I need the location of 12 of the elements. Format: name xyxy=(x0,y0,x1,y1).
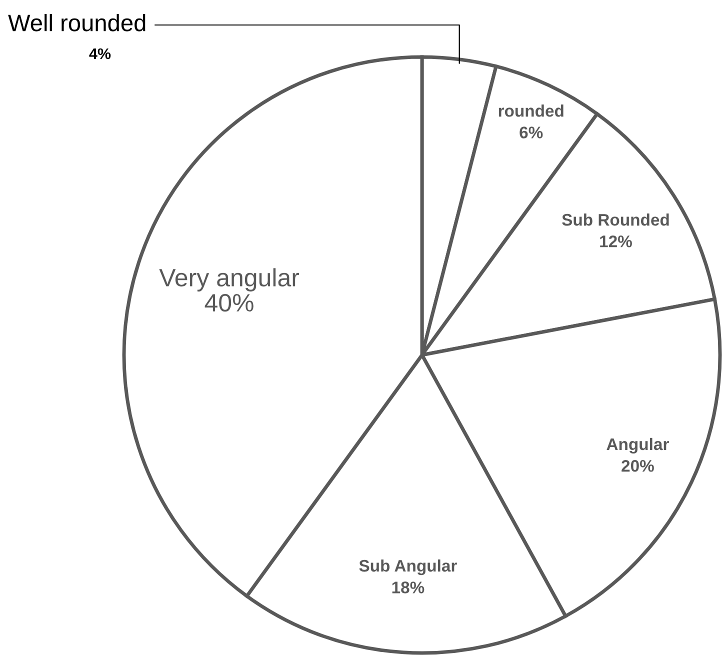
data-label: 6% xyxy=(520,126,543,138)
slice-label: Well rounded xyxy=(8,14,146,32)
data-label: 40% xyxy=(204,294,254,312)
slice-label: Angular xyxy=(606,438,669,454)
data-label: 4% xyxy=(89,48,111,60)
slice-label: Sub Rounded xyxy=(562,213,669,226)
data-label: 18% xyxy=(392,582,424,594)
data-label: 20% xyxy=(622,460,654,472)
data-label: 12% xyxy=(600,236,632,248)
slice-label: rounded xyxy=(498,104,564,117)
slice-label: Sub Angular xyxy=(359,559,457,576)
slice-label: Very angular xyxy=(159,268,300,292)
